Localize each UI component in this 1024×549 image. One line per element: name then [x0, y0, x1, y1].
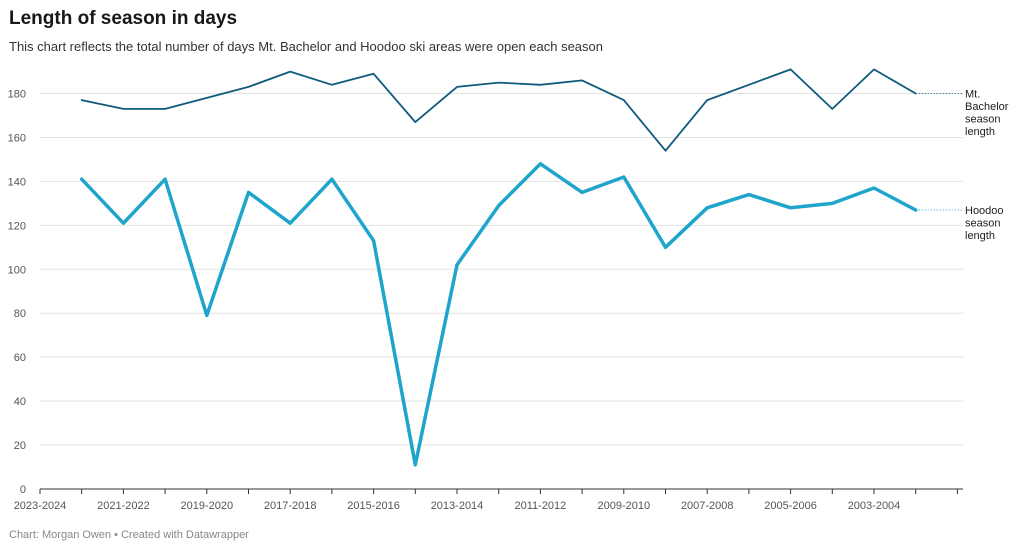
series-label-line: season — [965, 114, 1000, 126]
x-tick-label: 2011-2012 — [515, 500, 567, 512]
y-tick-label: 60 — [14, 352, 26, 364]
series-label-line: length — [965, 230, 995, 242]
x-tick-label: 2023-2024 — [14, 500, 67, 512]
y-tick-label: 160 — [8, 132, 26, 144]
series-label-line: season — [965, 217, 1000, 229]
series-line-mt-bachelor — [80, 68, 917, 152]
y-axis: 0 20 40 60 80 100 120 140 160 180 — [8, 89, 26, 496]
y-tick-label: 80 — [14, 308, 26, 320]
chart-credit: Chart: Morgan Owen • Created with Datawr… — [9, 529, 249, 541]
chart-subtitle: This chart reflects the total number of … — [9, 39, 603, 54]
series-label-line: Bachelor — [965, 101, 1009, 113]
y-tick-label: 180 — [8, 89, 26, 101]
series-label: Hoodoo season length — [965, 205, 1004, 242]
y-tick-label: 120 — [8, 220, 26, 232]
series-line-hoodoo — [79, 162, 918, 467]
y-tick-label: 0 — [20, 484, 26, 496]
x-tick-label: 2005-2006 — [764, 500, 817, 512]
y-tick-label: 100 — [8, 264, 26, 276]
x-axis: 2023-2024 2021-2022 2019-2020 2017-2018 2015… — [14, 488, 963, 512]
series-label-line: length — [965, 126, 995, 138]
series-label-line: Hoodoo — [965, 205, 1004, 217]
grid-lines — [40, 93, 963, 446]
x-tick-label: 2021-2022 — [97, 500, 150, 512]
y-tick-label: 40 — [14, 396, 26, 408]
x-tick-label: 2017-2018 — [264, 500, 317, 512]
y-tick-label: 140 — [8, 176, 26, 188]
series-label-line: Mt. — [965, 89, 980, 101]
x-tick-label: 2019-2020 — [180, 500, 233, 512]
x-tick-label: 2015-2016 — [347, 500, 400, 512]
series-lines — [79, 68, 918, 467]
y-tick-label: 20 — [14, 440, 26, 452]
x-tick-label: 2003-2004 — [848, 500, 901, 512]
chart-title: Length of season in days — [9, 8, 238, 29]
x-tick-label: 2013-2014 — [431, 500, 484, 512]
x-tick-label: 2009-2010 — [597, 500, 650, 512]
x-tick-label: 2007-2008 — [681, 500, 734, 512]
series-label: Mt. Bachelor season length — [965, 89, 1009, 139]
